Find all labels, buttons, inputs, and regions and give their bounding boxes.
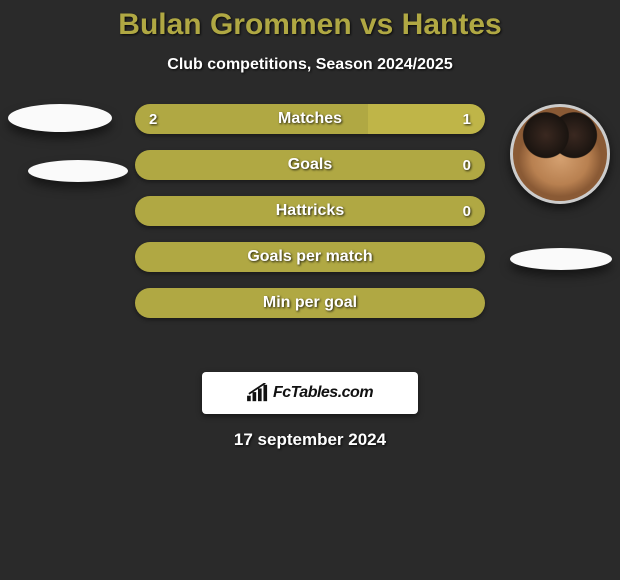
- bar-value-left: 2: [149, 104, 157, 134]
- stat-bar: Min per goal: [135, 288, 485, 318]
- bar-label: Min per goal: [135, 288, 485, 318]
- bar-chart-icon: [247, 383, 269, 403]
- stat-bars: Matches21Goals0Hattricks0Goals per match…: [135, 104, 485, 334]
- stat-bar: Goals0: [135, 150, 485, 180]
- avatar-placeholder: [28, 160, 128, 182]
- bar-label: Goals per match: [135, 242, 485, 272]
- left-player-avatars: [8, 104, 128, 182]
- stat-bar: Matches2 1: [135, 104, 485, 134]
- comparison-panel: Matches21Goals0Hattricks0Goals per match…: [0, 104, 620, 364]
- avatar-placeholder: [8, 104, 112, 132]
- page-title: Bulan Grommen vs Hantes: [0, 8, 620, 42]
- page-subtitle: Club competitions, Season 2024/2025: [0, 56, 620, 74]
- stat-bar: Hattricks0: [135, 196, 485, 226]
- right-player-avatars: [510, 104, 612, 270]
- bar-label: Goals: [135, 150, 485, 180]
- bar-value-right: 0: [463, 150, 471, 180]
- bar-label: Matches: [135, 104, 485, 134]
- player-photo: [510, 104, 610, 204]
- watermark: FcTables.com: [202, 372, 418, 414]
- watermark-text: FcTables.com: [273, 384, 373, 402]
- avatar-placeholder: [510, 248, 612, 270]
- bar-label: Hattricks: [135, 196, 485, 226]
- bar-value-right: 0: [463, 196, 471, 226]
- bar-value-right: 1: [463, 104, 471, 134]
- root: Bulan Grommen vs Hantes Club competition…: [0, 0, 620, 450]
- stat-bar: Goals per match: [135, 242, 485, 272]
- date-text: 17 september 2024: [0, 430, 620, 450]
